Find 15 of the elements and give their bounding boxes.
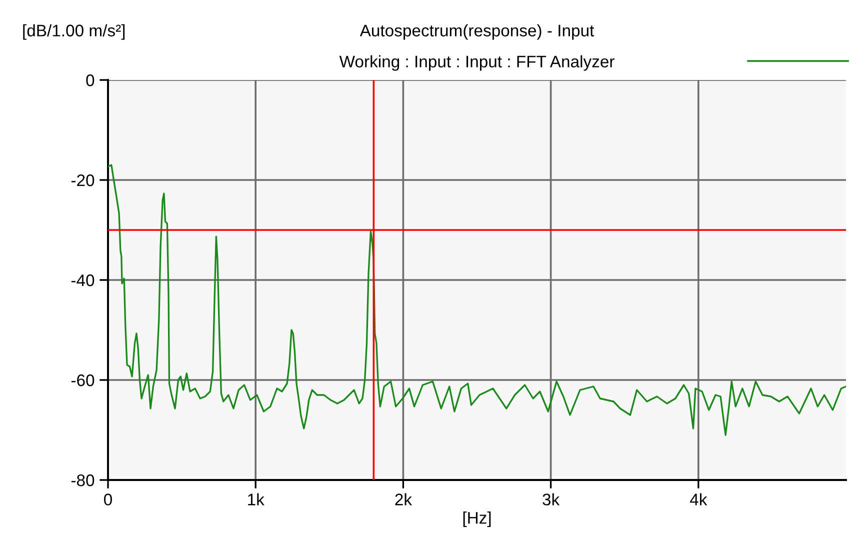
y-tick-label: 0: [86, 74, 94, 86]
x-tick-label: 3k: [542, 493, 560, 506]
y-axis-title: [dB/1.00 m/s²]: [23, 24, 125, 40]
chart-subtitle: Working : Input : Input : FFT Analyzer: [339, 55, 614, 71]
y-tick-label: -60: [71, 374, 94, 386]
y-tick-label: -20: [71, 174, 94, 186]
y-tick-label: -40: [71, 274, 94, 286]
x-tick-label: 4k: [690, 493, 708, 506]
line-series: [108, 164, 846, 436]
x-tick-label: 0: [104, 494, 112, 506]
y-tick-label: -80: [71, 474, 94, 486]
chart-title: Autospectrum(response) - Input: [360, 24, 594, 40]
x-axis-title: [Hz]: [463, 512, 491, 528]
x-tick-label: 2k: [395, 493, 412, 506]
x-tick-label: 1k: [248, 493, 264, 506]
